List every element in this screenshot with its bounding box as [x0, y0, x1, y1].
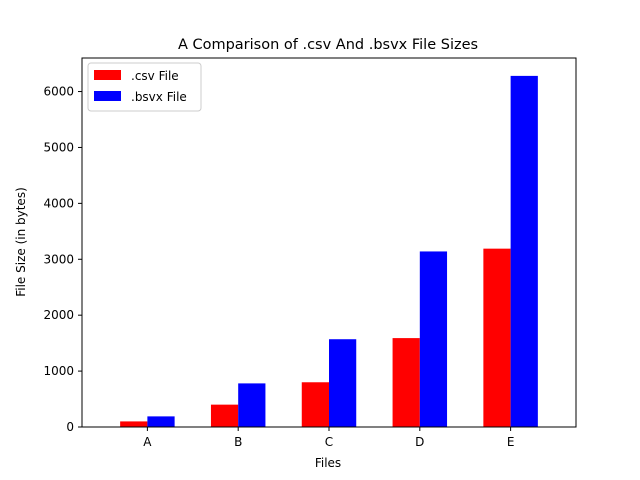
bar-bsvxfile-b [238, 383, 266, 427]
y-tick-label: 6000 [43, 85, 74, 99]
bar-csvfile-b [210, 404, 239, 427]
bar-csvfile-a [120, 421, 148, 427]
x-axis: A B C D E [143, 427, 514, 449]
bar-bsvxfile-d [419, 251, 448, 427]
y-tick-label: 2000 [43, 308, 74, 322]
x-tick-label: C [325, 435, 333, 449]
x-tick-label: D [415, 435, 424, 449]
y-tick-label: 4000 [43, 196, 74, 210]
y-axis-label: File Size (in bytes) [14, 187, 28, 297]
bar-csvfile-c [301, 382, 329, 427]
legend-swatch [94, 91, 121, 101]
bar-csvfile-d [392, 338, 420, 427]
legend-label: .bsvx File [131, 90, 187, 104]
bar-bsvxfile-c [329, 339, 357, 427]
bar-csvfile-e [483, 248, 511, 427]
y-tick-label: 5000 [43, 140, 74, 154]
x-axis-label: Files [315, 456, 341, 470]
x-tick-label: A [143, 435, 152, 449]
x-tick-label: E [507, 435, 515, 449]
y-tick-label: 0 [66, 420, 74, 434]
y-tick-label: 3000 [43, 252, 74, 266]
bars-group [120, 75, 538, 427]
legend-label: .csv File [131, 69, 179, 83]
bar-bsvxfile-e [510, 75, 538, 427]
legend: .csv File .bsvx File [87, 62, 202, 112]
y-axis: 0 1000 2000 3000 4000 5000 6000 [43, 85, 82, 434]
y-tick-label: 1000 [43, 364, 74, 378]
legend-swatch [94, 70, 121, 80]
bar-bsvxfile-a [147, 416, 175, 427]
chart-title: A Comparison of .csv And .bsvx File Size… [178, 37, 478, 53]
x-tick-label: B [234, 435, 242, 449]
